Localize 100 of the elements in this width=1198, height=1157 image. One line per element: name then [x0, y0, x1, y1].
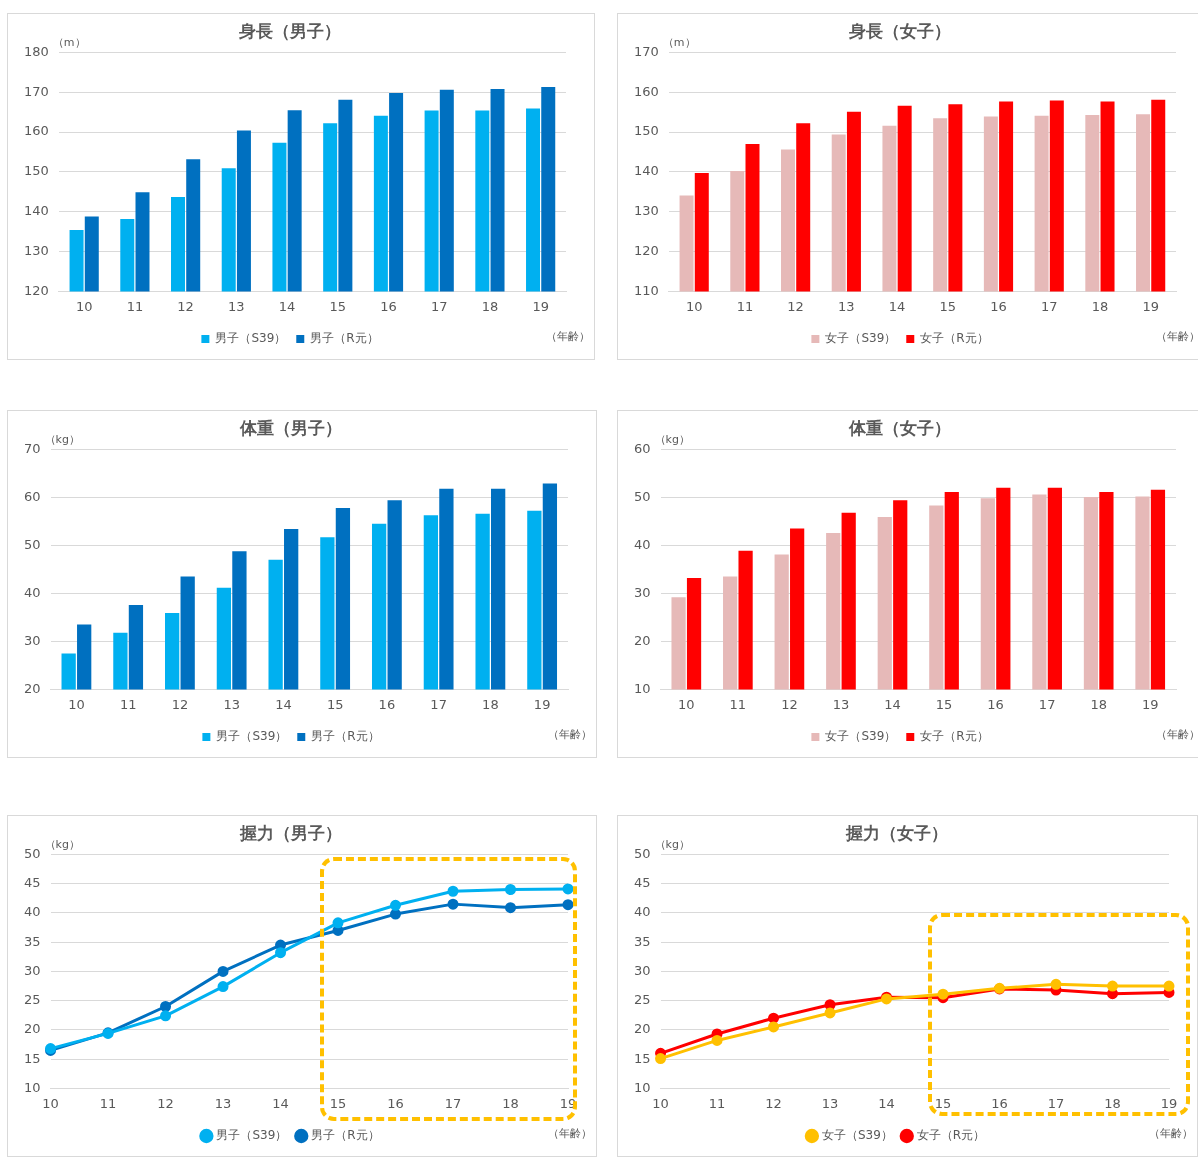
x-tick-label: 17	[1047, 1095, 1065, 1111]
x-tick-label: 11	[729, 696, 747, 712]
x-tick-label: 14	[275, 696, 292, 712]
x-tick-label: 17	[444, 1095, 462, 1111]
x-tick-label: 19	[532, 298, 549, 314]
y-tick-label: 50	[24, 845, 41, 861]
x-tick-label: 13	[821, 1095, 839, 1111]
x-axis-title: （年齢）	[1156, 727, 1198, 741]
x-tick-label: 18	[1091, 298, 1109, 314]
y-tick-label: 45	[24, 875, 41, 891]
y-tick-label: 25	[24, 992, 41, 1008]
legend-label: 女子（S39）	[825, 331, 897, 346]
y-tick-label: 20	[634, 632, 651, 648]
y-tick-label: 150	[23, 163, 49, 179]
x-tick-label: 11	[119, 696, 137, 712]
y-axis-title: （m）	[52, 35, 86, 49]
y-tick-label: 35	[24, 933, 41, 949]
y-tick-label: 10	[634, 1079, 651, 1095]
x-tick-label: 16	[380, 298, 397, 314]
y-tick-label: 40	[634, 536, 651, 552]
x-tick-label: 13	[223, 696, 240, 712]
y-tick-label: 50	[634, 845, 651, 861]
legend-label: 男子（S39）	[215, 331, 287, 346]
y-tick-label: 30	[634, 584, 651, 600]
x-tick-label: 12	[157, 1095, 174, 1111]
y-tick-label: 170	[633, 43, 659, 59]
legend-label: 男子（R元）	[310, 331, 379, 346]
x-tick-label: 10	[42, 1095, 59, 1111]
y-axis-title: （kg）	[654, 837, 690, 851]
x-tick-label: 12	[171, 696, 189, 712]
x-tick-label: 16	[387, 1095, 404, 1111]
y-tick-label: 140	[23, 203, 49, 219]
x-tick-label: 13	[214, 1095, 232, 1111]
x-tick-label: 10	[685, 298, 703, 314]
x-tick-label: 19	[533, 696, 551, 712]
y-tick-label: 20	[24, 1021, 41, 1037]
y-tick-label: 20	[24, 680, 41, 696]
x-axis-title: （年齢）	[548, 1126, 592, 1140]
y-tick-label: 10	[634, 680, 651, 696]
y-tick-label: 20	[634, 1021, 651, 1037]
y-tick-label: 15	[24, 1050, 41, 1066]
y-tick-label: 30	[24, 962, 41, 978]
y-tick-label: 35	[634, 933, 651, 949]
x-tick-label: 14	[884, 696, 901, 712]
legend-label: 女子（R元）	[920, 331, 989, 346]
x-tick-label: 12	[787, 298, 804, 314]
x-tick-label: 11	[126, 298, 144, 314]
chart-title: 握力（女子）	[844, 822, 948, 843]
chart-title: 体重（男子）	[239, 417, 342, 438]
y-tick-label: 110	[633, 282, 659, 298]
x-tick-label: 10	[75, 298, 93, 314]
legend-label: 男子（R元）	[311, 729, 380, 744]
y-tick-label: 50	[24, 536, 41, 552]
y-tick-label: 160	[23, 123, 49, 139]
x-tick-label: 10	[678, 696, 695, 712]
x-tick-label: 18	[481, 298, 499, 314]
legend-label: 女子（R元）	[916, 1128, 986, 1143]
x-axis-title: （年齢）	[546, 329, 590, 343]
x-tick-label: 11	[708, 1095, 726, 1111]
x-tick-label: 15	[329, 1095, 347, 1111]
chart-title: 身長（男子）	[238, 20, 341, 41]
x-tick-label: 14	[888, 298, 906, 314]
legend-label: 女子（S39）	[821, 1128, 893, 1143]
x-axis-title: （年齢）	[548, 727, 592, 741]
x-tick-label: 16	[378, 696, 396, 712]
x-tick-label: 19	[1141, 696, 1159, 712]
y-tick-label: 60	[634, 440, 651, 456]
legend-label: 女子（S39）	[825, 729, 897, 744]
x-tick-label: 13	[832, 696, 850, 712]
x-tick-label: 15	[326, 696, 344, 712]
y-tick-label: 40	[24, 584, 41, 600]
y-tick-label: 25	[634, 992, 651, 1008]
x-tick-label: 19	[1142, 298, 1159, 314]
x-tick-label: 13	[228, 298, 245, 314]
x-tick-label: 13	[838, 298, 855, 314]
legend-label: 男子（S39）	[216, 729, 288, 744]
x-tick-label: 17	[1040, 298, 1058, 314]
x-tick-label: 16	[987, 696, 1004, 712]
x-tick-label: 11	[736, 298, 754, 314]
y-axis-title: （m）	[662, 35, 696, 49]
x-tick-label: 16	[991, 1095, 1008, 1111]
x-tick-label: 15	[329, 298, 347, 314]
y-tick-label: 40	[634, 904, 651, 920]
x-tick-label: 14	[278, 298, 296, 314]
y-tick-label: 160	[633, 83, 659, 99]
x-axis-title: （年齢）	[1156, 329, 1198, 343]
x-tick-label: 19	[1160, 1095, 1178, 1111]
y-tick-label: 120	[633, 242, 659, 258]
y-tick-label: 30	[634, 962, 651, 978]
x-tick-label: 15	[935, 696, 953, 712]
x-tick-label: 10	[68, 696, 85, 712]
x-tick-label: 12	[781, 696, 798, 712]
x-tick-label: 17	[1038, 696, 1056, 712]
y-tick-label: 30	[24, 632, 41, 648]
x-axis-title: （年齢）	[1149, 1126, 1193, 1140]
x-tick-label: 17	[430, 696, 447, 712]
y-axis-title: （kg）	[654, 432, 690, 446]
y-axis-title: （kg）	[44, 432, 80, 446]
x-tick-label: 15	[939, 298, 957, 314]
y-tick-label: 140	[633, 163, 659, 179]
